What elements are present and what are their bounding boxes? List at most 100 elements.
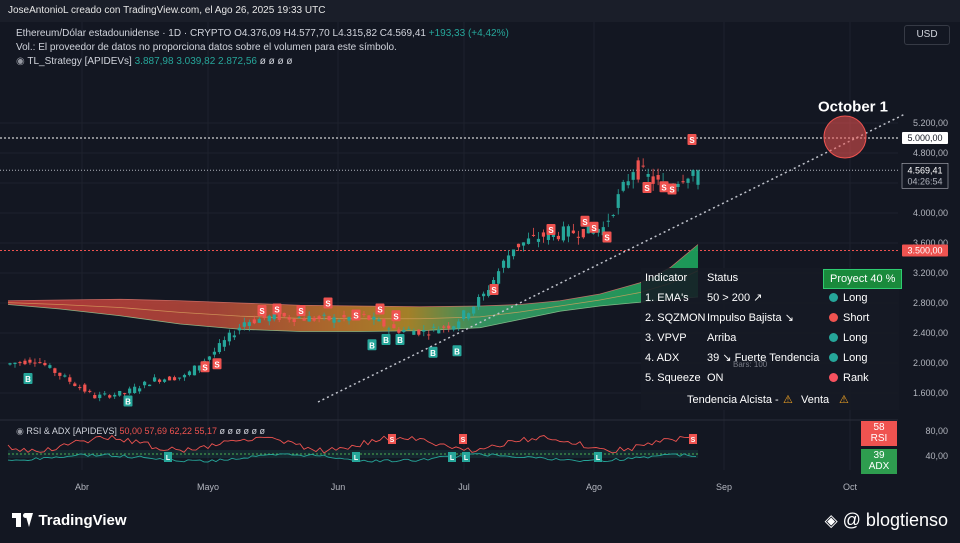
candle-body (382, 319, 386, 327)
candle-body (342, 315, 346, 318)
october-annotation: October 1 (818, 99, 888, 116)
candle-body (422, 329, 426, 332)
sub-legend: ◉ RSI & ADX [APIDEVS] 50,00 57,69 62,22 … (16, 426, 265, 437)
candle-body (133, 386, 137, 393)
indicator-status: Arriba (707, 332, 737, 344)
adx-value: 39 (873, 450, 885, 461)
strategy-tail: ø ø ø ø (259, 56, 293, 67)
candle-body (392, 324, 396, 329)
candle-body (262, 314, 266, 319)
sell-marker-label: S (591, 224, 597, 233)
candle-body (28, 359, 32, 363)
short-signal-marker (689, 434, 697, 444)
price-tick-label: 1.600,00 (913, 388, 948, 398)
sell-marker (667, 183, 677, 195)
candle-body (611, 215, 615, 217)
sell-marker (391, 310, 401, 322)
candle-body (83, 384, 87, 392)
candle-body (277, 313, 281, 320)
price-axis[interactable]: Abr Mayo Jun Jul Ago Sep Oct 5.200,00 4.800,00 4.… (75, 118, 949, 492)
signal-text: Rank (843, 372, 869, 384)
eye-icon-sub[interactable]: ◉ (16, 426, 24, 436)
sell-marker-label: S (214, 360, 220, 369)
indicator-signal: Long (829, 348, 867, 368)
candle-body (686, 178, 690, 183)
ohlc-close: C4.569,41 (379, 28, 426, 39)
strategy-name: TL_Strategy [APIDEVs] (27, 56, 132, 67)
signal-text: Long (843, 332, 868, 344)
buy-marker-label: B (369, 341, 375, 350)
candle-body (93, 395, 97, 399)
rsi-value: 58 (873, 422, 885, 433)
candle-body (267, 315, 271, 322)
eye-icon[interactable]: ◉ (16, 56, 25, 67)
candle-body (312, 317, 316, 321)
price-tick-label: 5.200,00 (913, 118, 948, 128)
candle-body (491, 280, 496, 287)
long-signal-label: L (450, 455, 455, 462)
candle-body (18, 362, 22, 364)
short-signal-marker (459, 434, 467, 444)
candle-body (561, 226, 565, 241)
candle-body (362, 313, 366, 315)
candle-body (472, 306, 476, 314)
sell-marker-label: S (274, 306, 280, 315)
sell-marker-label: S (644, 184, 650, 193)
time-tick-label: Mayo (197, 482, 219, 492)
diamond-logo-icon: ◈ (824, 511, 838, 530)
candle-body (147, 384, 152, 387)
signal-text: Long (843, 352, 868, 364)
candle-body (541, 232, 546, 237)
candle-body (23, 360, 27, 365)
current-price-label: 4.569,41 (907, 165, 942, 175)
long-signal-marker (352, 452, 360, 462)
price-tick-label: 4.000,00 (913, 208, 948, 218)
buy-marker-label: B (25, 375, 31, 384)
candle-body (526, 238, 531, 244)
sell-marker (546, 224, 556, 235)
candle-body (287, 317, 291, 320)
trend-footer: Tendencia Alcista - (687, 394, 779, 406)
sell-marker-label: S (604, 234, 610, 243)
buy-marker (367, 339, 377, 351)
candle-body (467, 313, 471, 319)
candle-body (123, 393, 127, 395)
candle-body (257, 318, 261, 323)
candle-body (78, 387, 82, 389)
price-tick-label: 2.000,00 (913, 358, 948, 368)
sell-marker (642, 182, 652, 193)
signal-dot-icon (829, 333, 838, 342)
long-signal-label: L (166, 455, 171, 462)
indicator-row: 5. Squeeze ON Rank (641, 368, 899, 388)
candle-body (347, 317, 351, 321)
buy-marker (381, 334, 391, 345)
ohlc-low: L4.315,82 (332, 28, 378, 39)
indicator-signal: Short (829, 308, 869, 328)
indicator-row: 4. ADX 39 ↘ Fuerte Tendencia Long (641, 348, 899, 368)
sell-marker-label: S (491, 286, 497, 295)
candle-body (377, 319, 381, 322)
candle-body (118, 390, 122, 396)
candle-body (487, 290, 491, 296)
candle-body (412, 330, 416, 335)
warning-icon: ⚠ (783, 394, 793, 406)
tradingview-logo[interactable]: TradingView (12, 512, 127, 530)
candle-body (43, 362, 47, 366)
candle-body (397, 329, 401, 333)
indicator-name: 2. SQZMON (645, 312, 706, 324)
sell-marker-label: S (202, 363, 208, 372)
candle-body (462, 310, 466, 319)
candle-body (242, 322, 246, 327)
signal-text: Short (843, 312, 870, 324)
time-tick-label: Oct (843, 482, 858, 492)
credit-bar: JoseAntonioL creado con TradingView.com,… (0, 0, 960, 22)
time-tick-label: Abr (75, 482, 89, 492)
candles (8, 157, 700, 402)
currency-button[interactable]: USD (904, 25, 950, 45)
candle-body (292, 318, 296, 323)
candle-body (496, 271, 501, 284)
sub-tick-label: 80,00 (925, 426, 948, 436)
strategy-legend[interactable]: ◉ TL_Strategy [APIDEVs] 3.887,98 3.039,8… (16, 56, 293, 67)
candle-body (696, 170, 700, 185)
candle-body (651, 176, 655, 184)
